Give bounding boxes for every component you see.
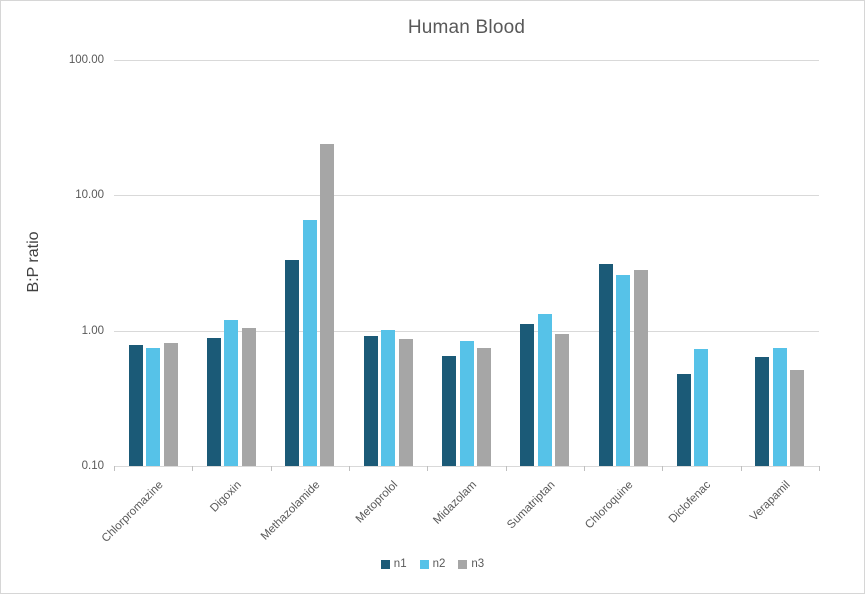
legend: n1 n2 n3 (1, 558, 864, 570)
x-category-label: Midazolam (431, 479, 480, 527)
legend-swatch-icon (419, 559, 429, 569)
bar-n2-chlorpromazine (146, 348, 160, 466)
x-axis-tick (271, 466, 272, 471)
bar-n3-sumatriptan (555, 334, 569, 466)
gridline (114, 195, 819, 196)
x-axis-tick (741, 466, 742, 471)
x-axis-tick (662, 466, 663, 471)
bar-n3-verapamil (790, 370, 804, 466)
bar-n1-verapamil (755, 357, 769, 466)
x-category-label: Metoprolol (354, 479, 401, 526)
legend-label: n3 (471, 558, 485, 570)
x-axis-tick (819, 466, 820, 471)
y-tick-label: 0.10 (81, 460, 104, 472)
x-category-label: Digoxin (207, 479, 244, 515)
x-category-label: Diclofenac (667, 479, 714, 526)
x-category-label: Methazolamide (258, 479, 323, 543)
bar-n2-midazolam (460, 341, 474, 466)
bar-n3-chloroquine (634, 270, 648, 466)
bar-n2-sumatriptan (538, 314, 552, 466)
bar-n3-chlorpromazine (164, 343, 178, 466)
x-axis-tick (349, 466, 350, 471)
bar-n2-methazolamide (303, 220, 317, 466)
chart-title: Human Blood (407, 17, 526, 38)
x-axis-tick (114, 466, 115, 471)
gridline (114, 331, 819, 332)
bar-n2-digoxin (224, 320, 238, 466)
gridline (114, 466, 819, 467)
bar-n2-metoprolol (381, 330, 395, 466)
legend-swatch-icon (458, 559, 468, 569)
bar-n1-midazolam (442, 356, 456, 466)
x-category-label: Chlorpromazine (99, 479, 166, 545)
bar-n1-sumatriptan (520, 324, 534, 466)
x-category-label: Sumatriptan (505, 479, 558, 532)
bar-n2-diclofenac (694, 349, 708, 466)
x-axis-tick (427, 466, 428, 471)
legend-label: n1 (393, 558, 407, 570)
bar-n3-digoxin (242, 328, 256, 466)
y-tick-label: 100.00 (68, 54, 104, 66)
bar-n3-metoprolol (399, 339, 413, 466)
bar-n2-chloroquine (616, 275, 630, 466)
bar-n1-chlorpromazine (129, 345, 143, 466)
y-axis-title: B:P ratio (25, 231, 42, 293)
legend-label: n2 (432, 558, 446, 570)
bar-n3-methazolamide (320, 144, 334, 466)
bar-n1-methazolamide (285, 260, 299, 466)
bar-n1-diclofenac (677, 374, 691, 466)
bar-n3-midazolam (477, 348, 491, 466)
bar-n1-digoxin (207, 338, 221, 466)
legend-item-n1: n1 (380, 558, 407, 570)
gridline (114, 60, 819, 61)
legend-swatch-icon (380, 559, 390, 569)
legend-item-n3: n3 (458, 558, 484, 570)
x-axis-tick (192, 466, 193, 471)
y-tick-label: 1.00 (81, 325, 104, 337)
bar-n1-metoprolol (364, 336, 378, 466)
legend-item-n2: n2 (419, 558, 446, 570)
x-axis-tick (506, 466, 507, 471)
bar-n2-verapamil (773, 348, 787, 466)
x-axis-tick (584, 466, 585, 471)
bar-n1-chloroquine (599, 264, 613, 466)
x-category-label: Chloroquine (583, 479, 636, 532)
x-category-label: Verapamil (747, 479, 793, 524)
y-tick-label: 10.00 (75, 189, 104, 201)
